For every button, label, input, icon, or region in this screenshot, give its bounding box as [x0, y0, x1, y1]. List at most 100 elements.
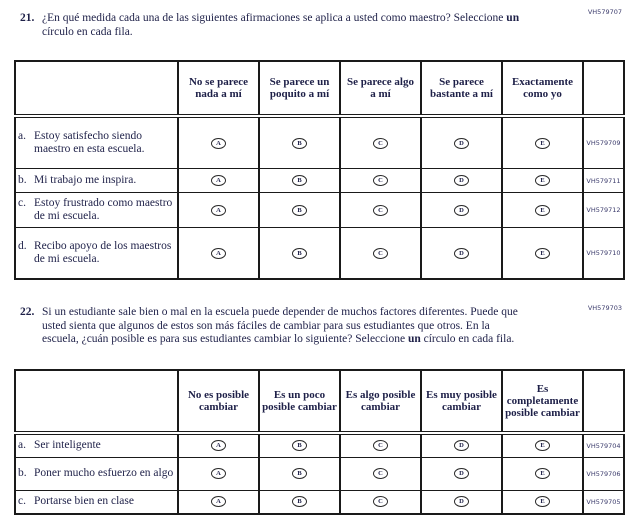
statement-text: Poner mucho esfuerzo en algo — [34, 467, 174, 479]
answer-cell: B — [258, 432, 341, 457]
answer-circle-a[interactable]: A — [211, 247, 226, 259]
column-header: Se parece algo a mí — [339, 61, 422, 118]
column-header: Es muy posible cambiar — [420, 369, 503, 435]
question-21: 21. ¿En qué medida cada una de las sigui… — [20, 0, 520, 39]
statement-cell: a. Estoy satisfecho siendo maestro en est… — [14, 115, 179, 169]
column-header: Se parece bastante a mí — [420, 61, 503, 118]
row-letter: c. — [18, 495, 26, 507]
answer-circle-a[interactable]: A — [211, 496, 226, 508]
question-21-text: ¿En qué medida cada una de las siguiente… — [42, 12, 520, 39]
answer-circle-b[interactable]: B — [292, 204, 307, 216]
answer-circle-c[interactable]: C — [373, 204, 388, 216]
column-header: Exactamente como yo — [501, 61, 584, 118]
row-letter: a. — [18, 130, 26, 142]
row-letter: c. — [18, 197, 26, 209]
answer-cell: D — [420, 115, 503, 169]
answer-circle-e[interactable]: E — [535, 247, 550, 259]
question-21-text-part1: ¿En qué medida cada una de las siguiente… — [42, 12, 504, 24]
question-21-response-table: No se parece nada a mí Se parece un poqu… — [14, 60, 625, 280]
table-row: a. Estoy satisfecho siendo maestro en est… — [14, 115, 625, 169]
question-21-number: 21. — [20, 12, 35, 24]
answer-circle-a[interactable]: A — [211, 175, 226, 187]
question-22: 22. Si un estudiante sale bien o mal en … — [20, 306, 520, 347]
answer-circle-e[interactable]: E — [535, 137, 550, 149]
answer-cell: D — [420, 227, 503, 279]
answer-circle-c[interactable]: C — [373, 247, 388, 259]
answer-circle-b[interactable]: B — [292, 440, 307, 452]
answer-cell: C — [339, 227, 422, 279]
answer-circle-b[interactable]: B — [292, 137, 307, 149]
answer-circle-c[interactable]: C — [373, 137, 388, 149]
answer-cell: B — [258, 489, 341, 514]
answer-cell: E — [501, 456, 584, 490]
answer-circle-b[interactable]: B — [292, 468, 307, 480]
answer-cell: C — [339, 192, 422, 228]
answer-circle-c[interactable]: C — [373, 496, 388, 508]
row-letter: d. — [18, 240, 27, 252]
answer-cell: A — [177, 456, 260, 490]
answer-circle-b[interactable]: B — [292, 247, 307, 259]
answer-cell: D — [420, 192, 503, 228]
answer-circle-a[interactable]: A — [211, 440, 226, 452]
answer-cell: B — [258, 192, 341, 228]
answer-cell: B — [258, 115, 341, 169]
table-row: c. Estoy frustrado como maestro de mi esc… — [14, 192, 625, 228]
answer-cell: D — [420, 456, 503, 490]
statement-text: Portarse bien en clase — [34, 495, 134, 507]
answer-circle-d[interactable]: D — [454, 468, 469, 480]
statement-cell: a. Ser inteligente — [14, 432, 179, 457]
question-22-number: 22. — [20, 306, 35, 318]
answer-cell: C — [339, 115, 422, 169]
answer-circle-d[interactable]: D — [454, 247, 469, 259]
table-row: d. Recibo apoyo de los maestros de mi esc… — [14, 227, 625, 279]
answer-circle-e[interactable]: E — [535, 440, 550, 452]
statement-text: Estoy satisfecho siendo maestro en esta … — [34, 130, 145, 155]
statement-cell: c. Estoy frustrado como maestro de mi esc… — [14, 192, 179, 228]
answer-cell: C — [339, 489, 422, 514]
answer-circle-e[interactable]: E — [535, 175, 550, 187]
answer-cell: B — [258, 456, 341, 490]
answer-circle-a[interactable]: A — [211, 468, 226, 480]
answer-circle-c[interactable]: C — [373, 468, 388, 480]
answer-circle-e[interactable]: E — [535, 496, 550, 508]
answer-circle-d[interactable]: D — [454, 440, 469, 452]
answer-circle-e[interactable]: E — [535, 468, 550, 480]
statement-cell: b. Poner mucho esfuerzo en algo — [14, 456, 179, 490]
row-accession-code: VH579710 — [582, 227, 625, 279]
column-header: Es completamente posible cambiar — [501, 369, 584, 435]
answer-cell: E — [501, 227, 584, 279]
row-accession-code: VH579712 — [582, 192, 625, 228]
row-accession-code: VH579704 — [582, 432, 625, 457]
row-letter: b. — [18, 174, 27, 186]
answer-cell: E — [501, 192, 584, 228]
answer-circle-d[interactable]: D — [454, 175, 469, 187]
answer-cell: D — [420, 489, 503, 514]
question-22-text-bold: un — [407, 333, 421, 345]
row-accession-code: VH579711 — [582, 168, 625, 193]
answer-circle-c[interactable]: C — [373, 440, 388, 452]
answer-cell: E — [501, 115, 584, 169]
answer-cell: A — [177, 432, 260, 457]
answer-circle-d[interactable]: D — [454, 204, 469, 216]
answer-circle-d[interactable]: D — [454, 137, 469, 149]
answer-circle-a[interactable]: A — [211, 137, 226, 149]
row-accession-code: VH579706 — [582, 456, 625, 490]
answer-cell: A — [177, 192, 260, 228]
table-row: b. Mi trabajo me inspira. A B C D E VH579… — [14, 168, 625, 193]
question-21-text-bold: un — [506, 12, 520, 24]
table-header-row: No se parece nada a mí Se parece un poqu… — [14, 61, 625, 118]
question-22-text-part2: círculo en cada fila. — [423, 333, 515, 345]
table-row: a. Ser inteligente A B C D E VH579704 — [14, 432, 625, 457]
statement-text: Ser inteligente — [34, 439, 101, 451]
statement-cell: b. Mi trabajo me inspira. — [14, 168, 179, 193]
answer-circle-a[interactable]: A — [211, 204, 226, 216]
row-accession-code: VH579705 — [582, 489, 625, 514]
answer-circle-b[interactable]: B — [292, 496, 307, 508]
answer-circle-e[interactable]: E — [535, 204, 550, 216]
answer-circle-d[interactable]: D — [454, 496, 469, 508]
answer-circle-c[interactable]: C — [373, 175, 388, 187]
answer-cell: E — [501, 168, 584, 193]
answer-circle-b[interactable]: B — [292, 175, 307, 187]
column-header: No es posible cambiar — [177, 369, 260, 435]
